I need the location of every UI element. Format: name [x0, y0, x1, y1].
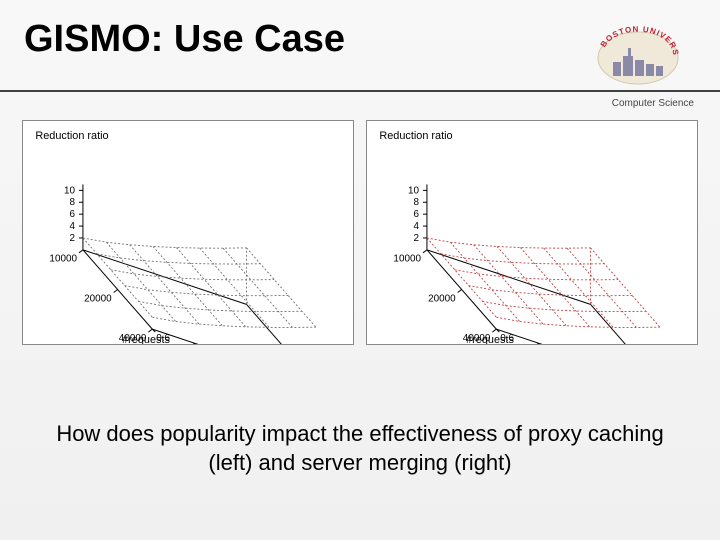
charts-row: 246810Reduction ratio100002000040000#req…: [22, 120, 698, 345]
slide-title: GISMO: Use Case: [24, 18, 345, 61]
svg-text:6: 6: [413, 209, 419, 220]
svg-text:10000: 10000: [393, 254, 421, 265]
svg-text:10: 10: [408, 185, 420, 196]
svg-text:4: 4: [69, 221, 75, 232]
caption: How does popularity impact the effective…: [0, 420, 720, 477]
right-chart: 246810Reduction ratio100002000040000#req…: [366, 120, 698, 345]
svg-text:8: 8: [69, 197, 75, 208]
svg-text:20000: 20000: [84, 293, 112, 304]
left-chart: 246810Reduction ratio100002000040000#req…: [22, 120, 354, 345]
title-rule: [0, 90, 720, 92]
svg-text:10: 10: [64, 185, 76, 196]
svg-text:6: 6: [69, 209, 75, 220]
svg-text:10000: 10000: [49, 254, 77, 265]
svg-text:Reduction ratio: Reduction ratio: [35, 130, 108, 142]
bu-logo: BOSTON UNIVERSITY: [578, 20, 698, 90]
dept-label: Computer Science: [612, 98, 694, 109]
svg-text:0.6: 0.6: [156, 333, 170, 344]
svg-text:Reduction ratio: Reduction ratio: [379, 130, 452, 142]
svg-text:4: 4: [413, 221, 419, 232]
svg-text:20000: 20000: [428, 293, 456, 304]
svg-text:0.6: 0.6: [500, 333, 514, 344]
svg-text:2: 2: [69, 233, 75, 244]
svg-text:2: 2: [413, 233, 419, 244]
svg-text:8: 8: [413, 197, 419, 208]
